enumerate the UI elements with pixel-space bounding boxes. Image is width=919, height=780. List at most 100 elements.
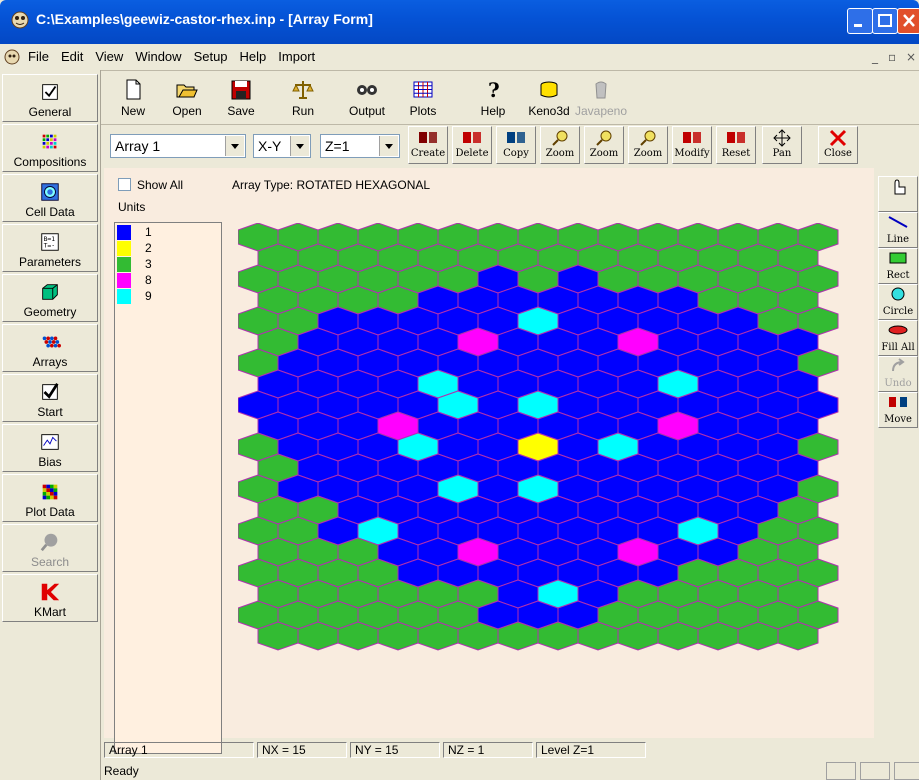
toolbar-label: Plots: [409, 104, 437, 118]
pan-button[interactable]: Pan: [762, 126, 802, 164]
sidebar-item-label: Bias: [38, 455, 62, 469]
zoom-icon: [552, 130, 568, 146]
button-label: Reset: [721, 148, 751, 159]
close-window-button[interactable]: [897, 8, 919, 34]
zoom-button[interactable]: Zoom: [540, 126, 580, 164]
mdi-minimize-button[interactable]: _: [872, 50, 878, 64]
sidebar-item-parameters[interactable]: B=1 T=- Parameters: [2, 224, 98, 272]
main-toolbar: New Open Save Run Output Plots ? Help Keno3d Java…: [100, 70, 919, 125]
chevron-down-icon[interactable]: [225, 136, 244, 156]
save-disk-icon: [231, 80, 251, 100]
document-icon: [4, 49, 20, 65]
legend-item[interactable]: 9: [115, 289, 215, 305]
save-button[interactable]: Save: [214, 74, 268, 120]
menu-import[interactable]: Import: [278, 49, 316, 64]
checkbox-box[interactable]: [118, 178, 131, 191]
sidebar-item-kmart[interactable]: KMart: [2, 574, 98, 622]
sidebar-item-search[interactable]: Search: [2, 524, 98, 572]
fill-all-tool-button[interactable]: Fill All: [878, 320, 918, 356]
mdi-restore-button[interactable]: ▫: [888, 50, 897, 64]
sidebar-item-bias[interactable]: Bias: [2, 424, 98, 472]
menu-help[interactable]: Help: [239, 49, 267, 64]
zoom-button[interactable]: Zoom: [584, 126, 624, 164]
legend-item[interactable]: 8: [115, 273, 215, 289]
move-tool-button[interactable]: Move: [878, 392, 918, 428]
line-tool-button[interactable]: Line: [878, 212, 918, 248]
unit-swatch: [117, 257, 131, 272]
sidebar-item-cell-data[interactable]: Cell Data: [2, 174, 98, 222]
button-label: Zoom: [633, 148, 663, 159]
plots-button[interactable]: Plots: [396, 74, 450, 120]
chevron-down-icon[interactable]: [290, 136, 309, 156]
units-label: Units: [118, 200, 146, 214]
pointer-tool-button[interactable]: [878, 176, 918, 212]
javapeno-button[interactable]: Javapeno: [574, 74, 628, 120]
sidebar-item-start[interactable]: Start: [2, 374, 98, 422]
zoom-button[interactable]: Zoom: [628, 126, 668, 164]
array-type-label: Array Type: ROTATED HEXAGONAL: [232, 178, 431, 192]
rect-tool-button[interactable]: Rect: [878, 248, 918, 284]
button-label: Zoom: [545, 148, 575, 159]
menu-file[interactable]: File: [28, 49, 49, 64]
unit-label: 2: [145, 241, 152, 255]
window-title: C:\Examples\geewiz-castor-rhex.inp - [Ar…: [36, 11, 373, 27]
modify-button[interactable]: Modify: [672, 126, 712, 164]
menu-window[interactable]: Window: [135, 49, 182, 64]
menu-view[interactable]: View: [95, 49, 124, 64]
sidebar-item-geometry[interactable]: Geometry: [2, 274, 98, 322]
new-button[interactable]: New: [106, 74, 160, 120]
reset-button[interactable]: Reset: [716, 126, 756, 164]
close-button[interactable]: Close: [818, 126, 858, 164]
sidebar-item-general[interactable]: General: [2, 74, 98, 122]
sidebar-item-plot-data[interactable]: Plot Data: [2, 474, 98, 522]
output-button[interactable]: Output: [340, 74, 394, 120]
unit-swatch: [117, 289, 131, 304]
tool-label: Rect: [886, 270, 910, 281]
undo-tool-button[interactable]: Undo: [878, 356, 918, 392]
plane-select[interactable]: X-Y: [253, 134, 311, 158]
hex-cell[interactable]: [777, 621, 819, 651]
unit-label: 9: [145, 289, 152, 303]
z-select[interactable]: Z=1: [320, 134, 400, 158]
kmart-icon: [41, 583, 60, 601]
unit-label: 3: [145, 257, 152, 271]
menu-setup[interactable]: Setup: [193, 49, 228, 64]
delete-button[interactable]: Delete: [452, 126, 492, 164]
chevron-down-icon[interactable]: [379, 136, 398, 156]
array-select[interactable]: Array 1: [110, 134, 246, 158]
sidebar-item-compositions[interactable]: Compositions: [2, 124, 98, 172]
create-button[interactable]: Create: [408, 126, 448, 164]
button-label: Close: [824, 148, 852, 159]
run-button[interactable]: Run: [276, 74, 330, 120]
legend-item[interactable]: 2: [115, 241, 215, 257]
maximize-button[interactable]: [872, 8, 898, 34]
open-folder-icon: [176, 84, 198, 98]
help-icon: ?: [488, 78, 500, 102]
button-label: Copy: [503, 148, 529, 159]
toolbar-label: New: [120, 104, 145, 118]
unit-swatch: [117, 273, 131, 288]
units-legend[interactable]: 1 2 3 8 9: [114, 222, 222, 754]
tool-label: Circle: [882, 306, 914, 317]
legend-item[interactable]: 3: [115, 257, 215, 273]
delete-icon: [463, 132, 481, 143]
toolbar-label: Keno3d: [528, 104, 570, 118]
svg-text:?: ?: [488, 78, 500, 102]
open-button[interactable]: Open: [160, 74, 214, 120]
copy-button[interactable]: Copy: [496, 126, 536, 164]
button-label: Delete: [455, 148, 489, 159]
mdi-close-button[interactable]: ×: [906, 50, 917, 64]
keno3d-button[interactable]: Keno3d: [522, 74, 576, 120]
sidebar-item-arrays[interactable]: Arrays: [2, 324, 98, 372]
button-label: Modify: [674, 148, 710, 159]
menu-edit[interactable]: Edit: [60, 49, 84, 64]
toolbar-label: Javapeno: [574, 104, 628, 118]
javapeno-icon: [595, 81, 607, 99]
show-all-checkbox[interactable]: Show All: [118, 178, 183, 192]
hex-array-grid[interactable]: [238, 223, 850, 713]
circle-tool-button[interactable]: Circle: [878, 284, 918, 320]
legend-item[interactable]: 1: [115, 225, 215, 241]
minimize-button[interactable]: [847, 8, 873, 34]
status-nz: NZ = 1: [443, 742, 533, 758]
help-button[interactable]: ? Help: [466, 74, 520, 120]
